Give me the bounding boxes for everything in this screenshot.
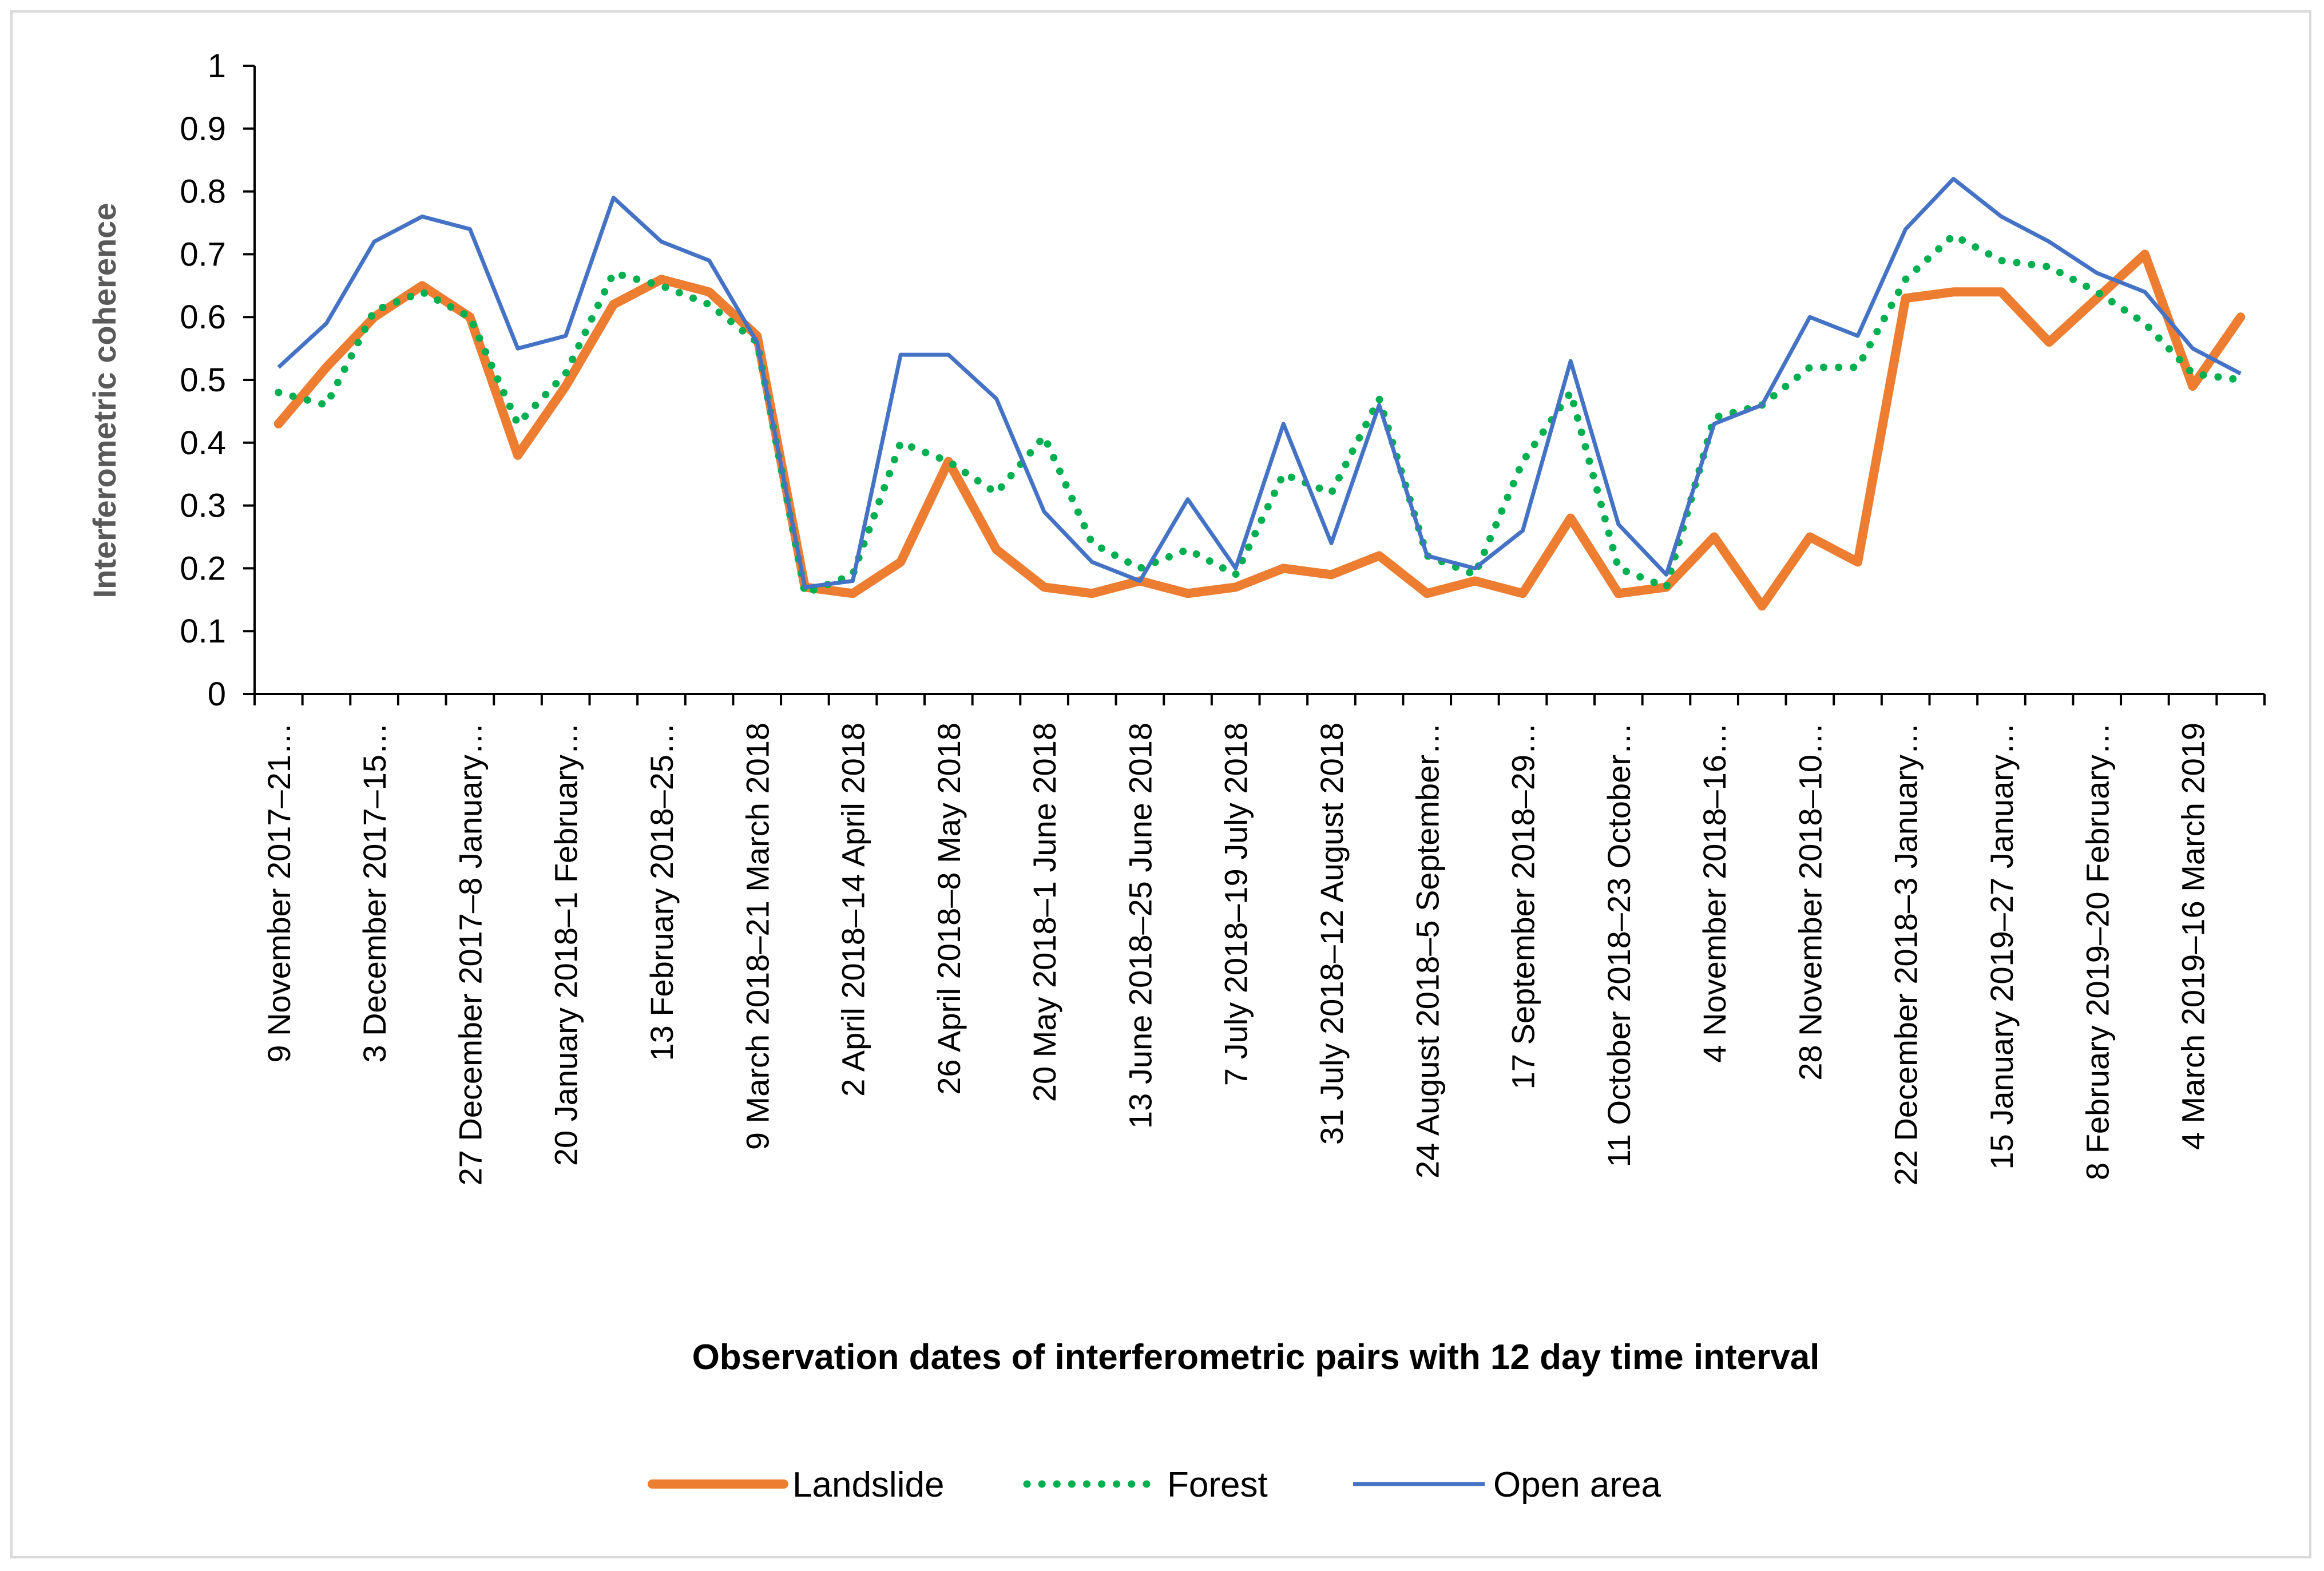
x-tick-label: 9 March 2018–21 March 2018 [739, 723, 775, 1150]
series-line-landslide [273, 249, 2246, 611]
legend: Landslide Forest Open area [648, 1465, 1661, 1505]
y-tick-labels: 0 0.1 0.2 0.3 0.4 0.5 0.6 0.7 0.8 0.9 1 [180, 47, 255, 713]
x-tick-label: 28 November 2018–10… [1792, 723, 1828, 1081]
y-tick-label: 0.5 [180, 362, 226, 399]
y-tick-label: 1 [208, 47, 226, 85]
x-tick-label: 15 January 2019–27 January… [1984, 723, 2020, 1169]
x-tick-label: 17 September 2018–29… [1505, 723, 1541, 1089]
chart-frame [10, 10, 2311, 1558]
x-tick-label: 24 August 2018–5 September… [1409, 723, 1445, 1179]
legend-label: Forest [1167, 1465, 1268, 1505]
series-lines [273, 177, 2246, 611]
x-tick-label: 20 May 2018–1 June 2018 [1026, 723, 1062, 1102]
y-tick-label: 0.3 [180, 487, 226, 525]
x-tick-label: 22 December 2018–3 January… [1888, 723, 1924, 1185]
y-tick-label: 0.9 [180, 110, 226, 148]
axes [253, 66, 2264, 695]
x-axis-label: Observation dates of interferometric pai… [692, 1338, 1820, 1377]
y-tick-label: 0.2 [180, 550, 226, 587]
y-axis-label: Interferometric coherence [86, 203, 122, 598]
x-tick-label: 8 February 2019–20 February… [2079, 723, 2115, 1180]
x-tick-label: 7 July 2018–19 July 2018 [1218, 723, 1254, 1086]
x-tick-label: 4 March 2019–16 March 2019 [2175, 723, 2211, 1150]
x-tick-label: 20 January 2018–1 February… [548, 723, 584, 1166]
x-tick-label: 3 December 2017–15… [356, 723, 392, 1063]
y-tick-label: 0.7 [180, 236, 226, 273]
x-tick-label: 26 April 2018–8 May 2018 [931, 723, 967, 1095]
y-tick-label: 0.6 [180, 299, 226, 336]
legend-label: Landslide [792, 1465, 944, 1505]
y-tick-label: 0.4 [180, 425, 226, 462]
x-tick-label: 31 July 2018–12 August 2018 [1314, 723, 1350, 1145]
series-line-forest [275, 231, 2244, 599]
x-tick-label: 13 June 2018–25 June 2018 [1122, 723, 1158, 1129]
x-tick-label: 11 October 2018–23 October… [1601, 723, 1637, 1167]
x-tick-label: 27 December 2017–8 January… [452, 723, 488, 1185]
x-tick-label: 2 April 2018–14 April 2018 [835, 723, 871, 1097]
x-tick-label: 4 November 2018–16… [1696, 723, 1732, 1063]
legend-label: Open area [1493, 1465, 1661, 1505]
y-tick-label: 0.8 [180, 173, 226, 211]
x-tick-label: 13 February 2018–25… [644, 723, 680, 1061]
y-tick-label: 0 [208, 676, 226, 713]
x-tick-label: 9 November 2017–21… [261, 723, 297, 1063]
y-tick-label: 0.1 [180, 613, 226, 650]
series-line-open-area [277, 177, 2242, 589]
x-tick-labels: 9 November 2017–21… 3 December 2017–15… 27… [253, 694, 2266, 1185]
